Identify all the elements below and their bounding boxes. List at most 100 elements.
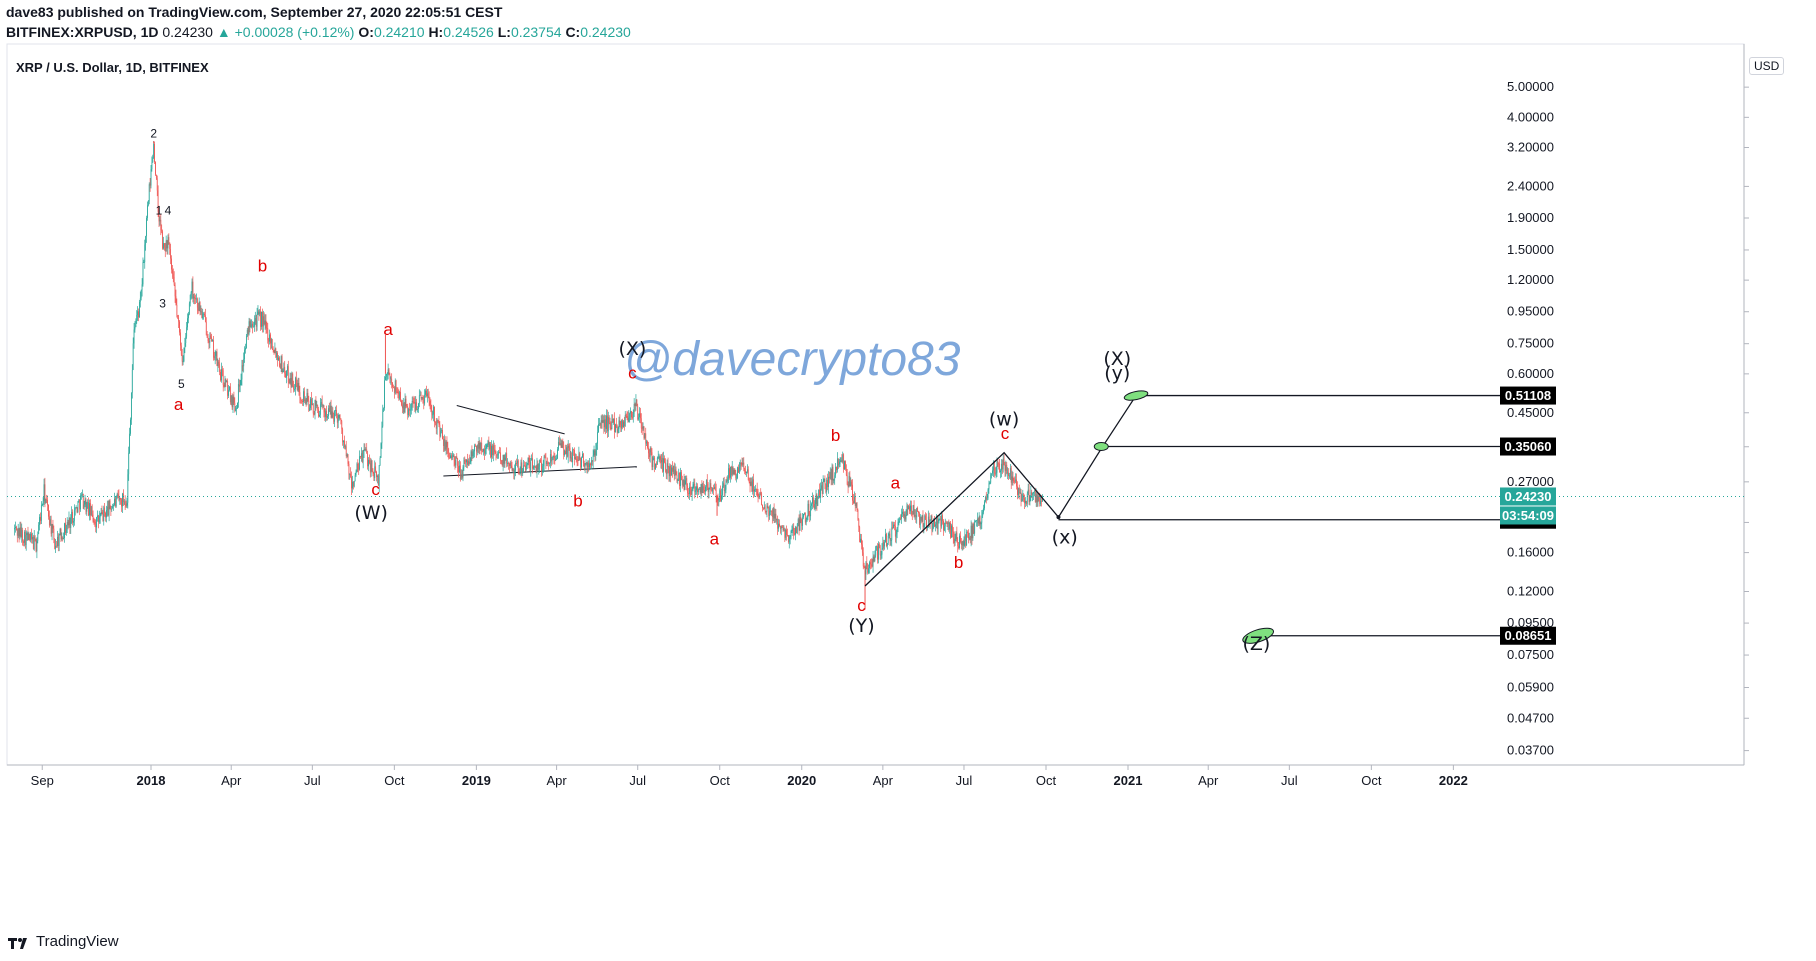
candle-body <box>554 458 556 461</box>
candle-body <box>965 535 967 546</box>
low-value: 0.23754 <box>510 24 562 40</box>
candle-body <box>862 552 864 567</box>
time-axis[interactable]: Sep 2018 Apr Jul Oct 2019 Apr Jul Oct 2020 Apr Jul O… <box>31 765 1468 788</box>
candle-body <box>410 404 412 410</box>
candle-body <box>746 471 747 474</box>
candle-body <box>477 445 479 449</box>
candle-body <box>43 484 45 501</box>
candle-body <box>584 463 586 467</box>
candle-body <box>928 516 930 523</box>
price-chart[interactable]: XRP / U.S. Dollar, 1D, BITFINEX @davecry… <box>0 0 1816 930</box>
candle-body <box>449 457 451 459</box>
candle-body <box>222 370 224 385</box>
candle-body <box>117 494 119 496</box>
candle-body <box>910 505 912 515</box>
candle-body <box>199 302 201 312</box>
candle-body <box>1021 499 1023 501</box>
candle-body <box>303 391 304 403</box>
candle-body <box>94 521 96 524</box>
candle-body <box>1025 500 1027 504</box>
candle-body <box>990 474 992 483</box>
candle-body <box>125 504 127 506</box>
candle-body <box>159 219 161 222</box>
candle-body <box>585 462 587 464</box>
candle-body <box>397 391 399 394</box>
candle-body <box>638 417 640 420</box>
candle-body <box>465 461 467 463</box>
candle-body <box>1012 476 1014 481</box>
candle-body <box>461 474 463 478</box>
candle-body <box>73 510 75 522</box>
candle-body <box>563 445 565 456</box>
candle-body <box>489 444 491 450</box>
currency-badge[interactable]: USD <box>1749 57 1785 75</box>
candle-body <box>842 454 844 462</box>
candle-body <box>853 496 855 504</box>
candle-body <box>1028 489 1030 502</box>
candle-body <box>964 535 966 542</box>
candle-body <box>659 456 661 460</box>
candle-body <box>567 445 569 457</box>
candle-body <box>221 369 223 371</box>
candle-body <box>876 546 878 548</box>
wave-label: 1 <box>156 203 163 217</box>
candle-body <box>327 408 329 417</box>
candle-body <box>1003 458 1005 466</box>
candle-body <box>74 507 76 511</box>
candle-body <box>623 421 625 426</box>
candle-body <box>818 489 820 497</box>
candle-body <box>400 391 401 401</box>
candle-body <box>466 459 467 463</box>
candle-body <box>344 440 345 448</box>
price-axis[interactable]: 5.00000 4.00000 3.20000 2.40000 1.90000 1.500… <box>1507 79 1749 758</box>
candle-body <box>81 494 82 496</box>
candle-body <box>420 394 422 399</box>
candle-body <box>427 393 429 397</box>
candle-body <box>191 281 193 293</box>
plot-area[interactable] <box>6 43 1745 766</box>
candle-body <box>198 302 200 311</box>
candle-body <box>766 505 768 512</box>
candle-body <box>500 460 502 463</box>
candle-body <box>915 515 917 518</box>
time-tick-label: Oct <box>710 773 731 788</box>
candle-body <box>339 414 341 419</box>
candle-body <box>661 457 663 463</box>
candle-body <box>830 472 832 481</box>
triangle-trendline <box>443 466 637 477</box>
candle-body <box>242 365 244 367</box>
candle-body <box>330 405 332 418</box>
candle-body <box>568 445 570 448</box>
candle-body <box>1011 476 1013 483</box>
candle-body <box>506 452 508 464</box>
candle-body <box>544 456 546 458</box>
candle-body <box>744 469 746 472</box>
candle-body <box>169 242 171 250</box>
candle-body <box>190 292 192 295</box>
candle-body <box>696 486 697 491</box>
candle-body <box>740 462 742 464</box>
candle-body <box>710 483 712 491</box>
candle-body <box>884 542 886 547</box>
close-label: C: <box>565 24 581 40</box>
candle-body <box>960 541 962 545</box>
candle-body <box>947 522 949 524</box>
candle-body <box>688 493 689 495</box>
candle-body <box>508 463 509 465</box>
candle-body <box>370 460 372 473</box>
candle-body <box>566 447 567 455</box>
candle-body <box>178 317 180 322</box>
candle-body <box>940 518 942 527</box>
candle-body <box>372 471 374 474</box>
candle-body <box>700 484 702 493</box>
candle-body <box>961 541 963 545</box>
candle-body <box>377 475 378 478</box>
candle-body <box>570 457 572 459</box>
target-ellipse-y <box>1123 390 1149 401</box>
time-tick-label: Apr <box>546 773 567 788</box>
candle-body <box>41 505 43 506</box>
candle-body <box>180 332 181 346</box>
candle-body <box>120 498 122 500</box>
candle-body <box>806 516 808 520</box>
candle-body <box>102 514 104 522</box>
